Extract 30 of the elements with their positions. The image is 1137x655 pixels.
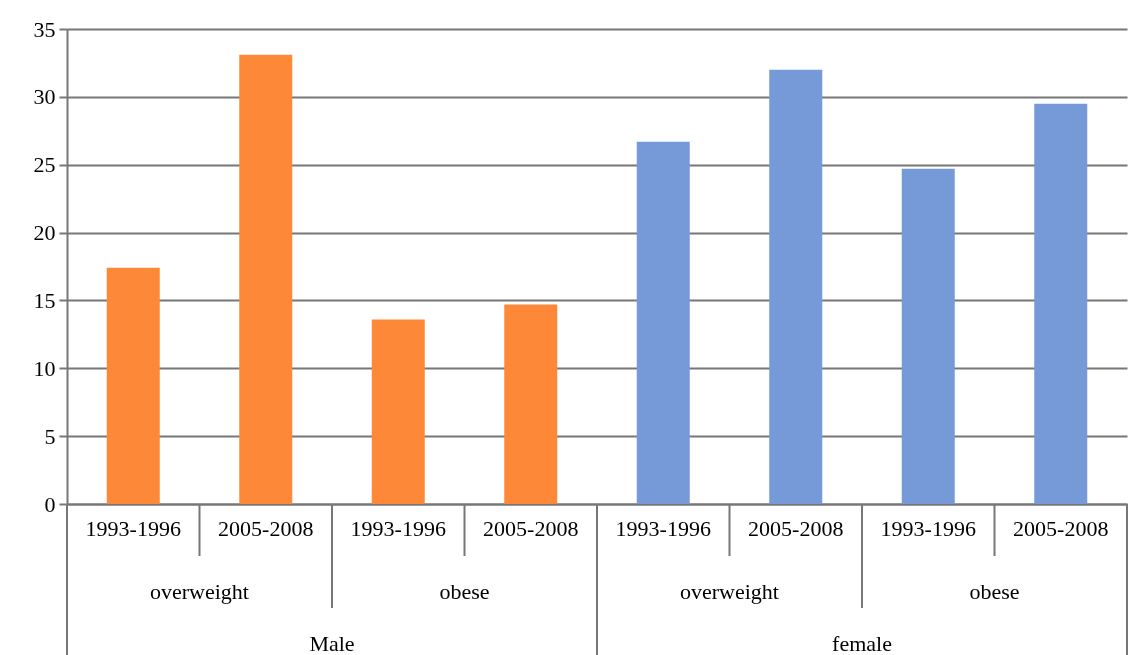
bar (769, 69, 823, 504)
y-tick-label: 30 (33, 84, 56, 110)
y-tick-label: 35 (33, 16, 56, 42)
bar (504, 304, 558, 504)
x-tick-label: 1993-1996 (85, 515, 181, 541)
text: overweight (680, 579, 779, 604)
x-tick-label: 2005-2008 (748, 515, 844, 541)
bar (1034, 103, 1088, 504)
y-tick-label: 10 (33, 355, 56, 381)
text: female (832, 631, 892, 655)
text: obese (969, 579, 1020, 604)
bar (901, 168, 955, 504)
text: Male (309, 631, 355, 655)
bar (636, 141, 690, 504)
y-tick-label: 20 (33, 220, 56, 246)
y-tick-label: 0 (44, 491, 56, 517)
x-tick-label: 2005-2008 (483, 515, 579, 541)
y-tick-label: 5 (44, 423, 56, 449)
x-tick-label: 1993-1996 (615, 515, 711, 541)
x-tick-label: 1993-1996 (880, 515, 976, 541)
bar (239, 54, 293, 504)
y-tick-label: 15 (33, 287, 56, 313)
x-tick-label: 1993-1996 (350, 515, 446, 541)
bar (371, 319, 425, 504)
text: obese (439, 579, 490, 604)
y-tick-label: 25 (33, 152, 56, 178)
text: overweight (150, 579, 249, 604)
bar (106, 267, 160, 504)
x-tick-label: 2005-2008 (1013, 515, 1109, 541)
x-tick-label: 2005-2008 (218, 515, 314, 541)
